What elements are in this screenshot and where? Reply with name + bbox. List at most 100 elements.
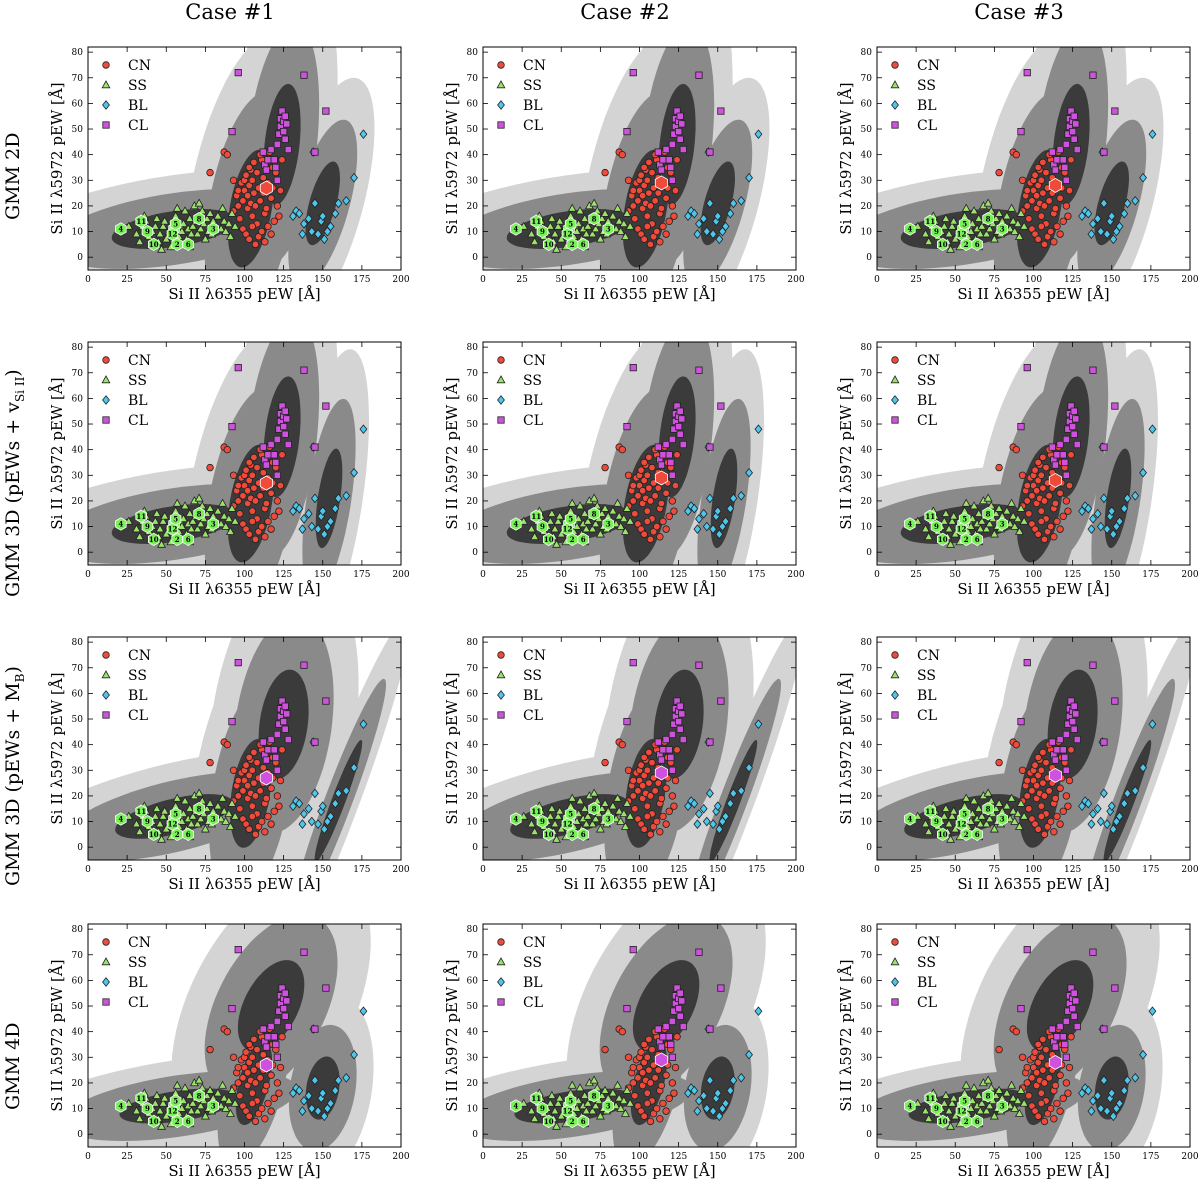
point-cl <box>259 738 267 746</box>
point-cn <box>262 794 271 803</box>
point-ss <box>991 803 1001 812</box>
legend-marker-ss <box>101 375 111 384</box>
point-ss <box>921 524 930 533</box>
point-bl <box>726 1085 735 1096</box>
legend-marker-bl <box>891 977 899 987</box>
legend-marker-cl <box>891 416 899 424</box>
point-ss <box>124 221 134 230</box>
point-cn <box>234 481 242 490</box>
point-ss <box>614 806 624 815</box>
point-bl <box>1139 467 1147 478</box>
point-cl <box>259 1025 267 1033</box>
y-tick-label: 10 <box>72 523 84 533</box>
point-cn <box>640 530 648 538</box>
point-ss <box>213 506 223 515</box>
point-ss <box>567 498 577 507</box>
x-tick-label: 25 <box>910 1152 922 1162</box>
point-bl <box>1148 129 1157 139</box>
x-tick-label: 50 <box>556 1152 568 1162</box>
point-ss <box>946 244 956 253</box>
point-cn <box>256 1074 264 1082</box>
point-ss <box>227 798 237 807</box>
numbered-point <box>530 214 542 228</box>
point-cn <box>629 497 637 505</box>
point-cl <box>281 112 289 120</box>
point-bl <box>702 226 711 237</box>
point-ss <box>939 516 949 525</box>
point-ss <box>1002 1088 1012 1097</box>
point-cn <box>1040 240 1049 249</box>
y-tick-label: 80 <box>467 343 479 353</box>
numbered-point-label: 4 <box>513 1102 518 1111</box>
point-cl <box>678 415 686 423</box>
point-cn <box>248 212 257 220</box>
x-tick-label: 175 <box>748 275 765 285</box>
point-cn <box>1056 1071 1064 1079</box>
point-bl <box>1107 211 1116 222</box>
point-ss <box>597 1090 607 1099</box>
point-bl <box>331 208 340 219</box>
point-bl <box>715 234 724 245</box>
y-tick-label: 20 <box>467 1079 479 1089</box>
x-tick-label: 50 <box>556 570 568 580</box>
point-cn <box>665 1094 673 1102</box>
numbered-point-label: 3 <box>211 1102 216 1111</box>
point-cn <box>251 1117 260 1126</box>
point-ss <box>583 221 593 230</box>
point-ss <box>589 1075 599 1084</box>
numbered-point <box>135 214 148 228</box>
point-cn <box>253 463 261 472</box>
point-cn <box>250 779 258 787</box>
point-cn <box>1067 746 1075 754</box>
x-tick-label: 100 <box>1025 865 1042 875</box>
point-cn <box>637 466 645 474</box>
numbered-point <box>602 812 614 826</box>
point-cl <box>1017 1004 1025 1013</box>
y-tick-label: 60 <box>861 689 873 699</box>
point-ss <box>161 529 171 538</box>
x-tick-label: 50 <box>950 1152 962 1162</box>
numbered-point-label: 8 <box>592 804 597 813</box>
point-cn <box>1051 794 1060 803</box>
point-cl <box>281 407 289 415</box>
point-ss <box>580 803 590 812</box>
point-cn <box>1056 230 1064 238</box>
point-cn <box>640 458 648 467</box>
column-title-case-3: Case #3 <box>974 0 1064 24</box>
point-bl <box>318 1088 327 1099</box>
point-ss <box>611 519 621 528</box>
point-cn <box>248 176 257 184</box>
point-cl <box>311 1025 319 1033</box>
point-cn <box>1042 758 1050 767</box>
numbered-point-label: 3 <box>211 520 216 529</box>
point-ss <box>227 1085 237 1094</box>
x-tick-label: 0 <box>480 865 486 875</box>
x-tick-label: 100 <box>631 570 648 580</box>
point-ss <box>1010 1103 1020 1112</box>
point-ss <box>152 803 162 812</box>
legend-label-ss: SS <box>917 955 936 971</box>
x-tick-label: 50 <box>950 275 962 285</box>
point-cl <box>629 946 637 954</box>
point-ss <box>1007 498 1017 507</box>
point-cn <box>645 189 653 197</box>
highlight-point <box>1048 767 1062 783</box>
numbered-point <box>530 509 542 523</box>
point-cn <box>645 748 653 757</box>
point-bl <box>334 493 343 504</box>
y-axis-label: Si II λ5972 pEW [Å] <box>443 959 461 1111</box>
numbered-point-label: 9 <box>145 817 150 826</box>
legend-marker-cn <box>891 651 899 659</box>
point-ss <box>924 236 934 246</box>
y-tick-label: 0 <box>866 253 872 263</box>
point-cn <box>262 499 271 508</box>
numbered-point <box>169 217 182 231</box>
point-bl <box>1100 788 1108 799</box>
numbered-point <box>588 802 600 816</box>
y-tick-label: 50 <box>861 420 873 430</box>
point-ss <box>966 226 976 235</box>
point-cn <box>1064 507 1072 515</box>
point-cl <box>675 717 683 726</box>
point-cl <box>311 148 319 156</box>
point-ss <box>216 814 226 823</box>
